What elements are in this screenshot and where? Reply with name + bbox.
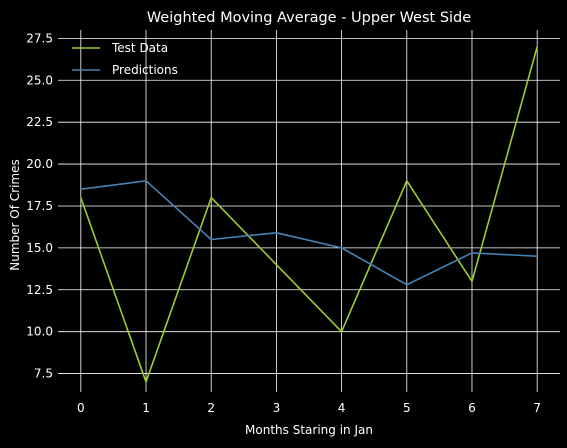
x-tick-labels: 0 1 2 3 4 5 6 7 <box>77 401 541 415</box>
series-line-test-data <box>80 46 538 383</box>
y-tick-label: 12.5 <box>26 283 53 297</box>
x-tick-label: 5 <box>403 401 411 415</box>
y-tick-label: 15.0 <box>26 241 53 255</box>
series-layer <box>80 46 538 383</box>
x-tick-label: 7 <box>533 401 541 415</box>
x-tick-label: 0 <box>77 401 85 415</box>
legend-label: Predictions <box>112 63 178 77</box>
chart-title: Weighted Moving Average - Upper West Sid… <box>147 10 471 26</box>
x-tick-label: 4 <box>338 401 346 415</box>
legend: Test Data Predictions <box>72 41 178 77</box>
x-tick-label: 1 <box>142 401 150 415</box>
series-line-predictions <box>80 180 538 286</box>
y-tick-label: 20.0 <box>26 157 53 171</box>
x-tick-label: 6 <box>468 401 476 415</box>
legend-label: Test Data <box>111 41 168 55</box>
y-tick-labels: 7.5 10.0 12.5 15.0 17.5 20.0 22.5 25.0 27.5 <box>26 31 53 380</box>
horizontal-gridlines <box>58 37 560 374</box>
x-tick-label: 3 <box>273 401 281 415</box>
y-tick-label: 27.5 <box>26 31 53 45</box>
y-tick-label: 10.0 <box>26 325 53 339</box>
y-tick-label: 25.0 <box>26 73 53 87</box>
y-tick-label: 17.5 <box>26 199 53 213</box>
x-tick-label: 2 <box>207 401 215 415</box>
y-axis-title: Number Of Crimes <box>8 159 22 270</box>
y-tick-label: 22.5 <box>26 115 53 129</box>
vertical-gridlines <box>80 30 538 392</box>
x-axis-title: Months Staring in Jan <box>245 423 373 437</box>
y-tick-label: 7.5 <box>34 367 53 381</box>
